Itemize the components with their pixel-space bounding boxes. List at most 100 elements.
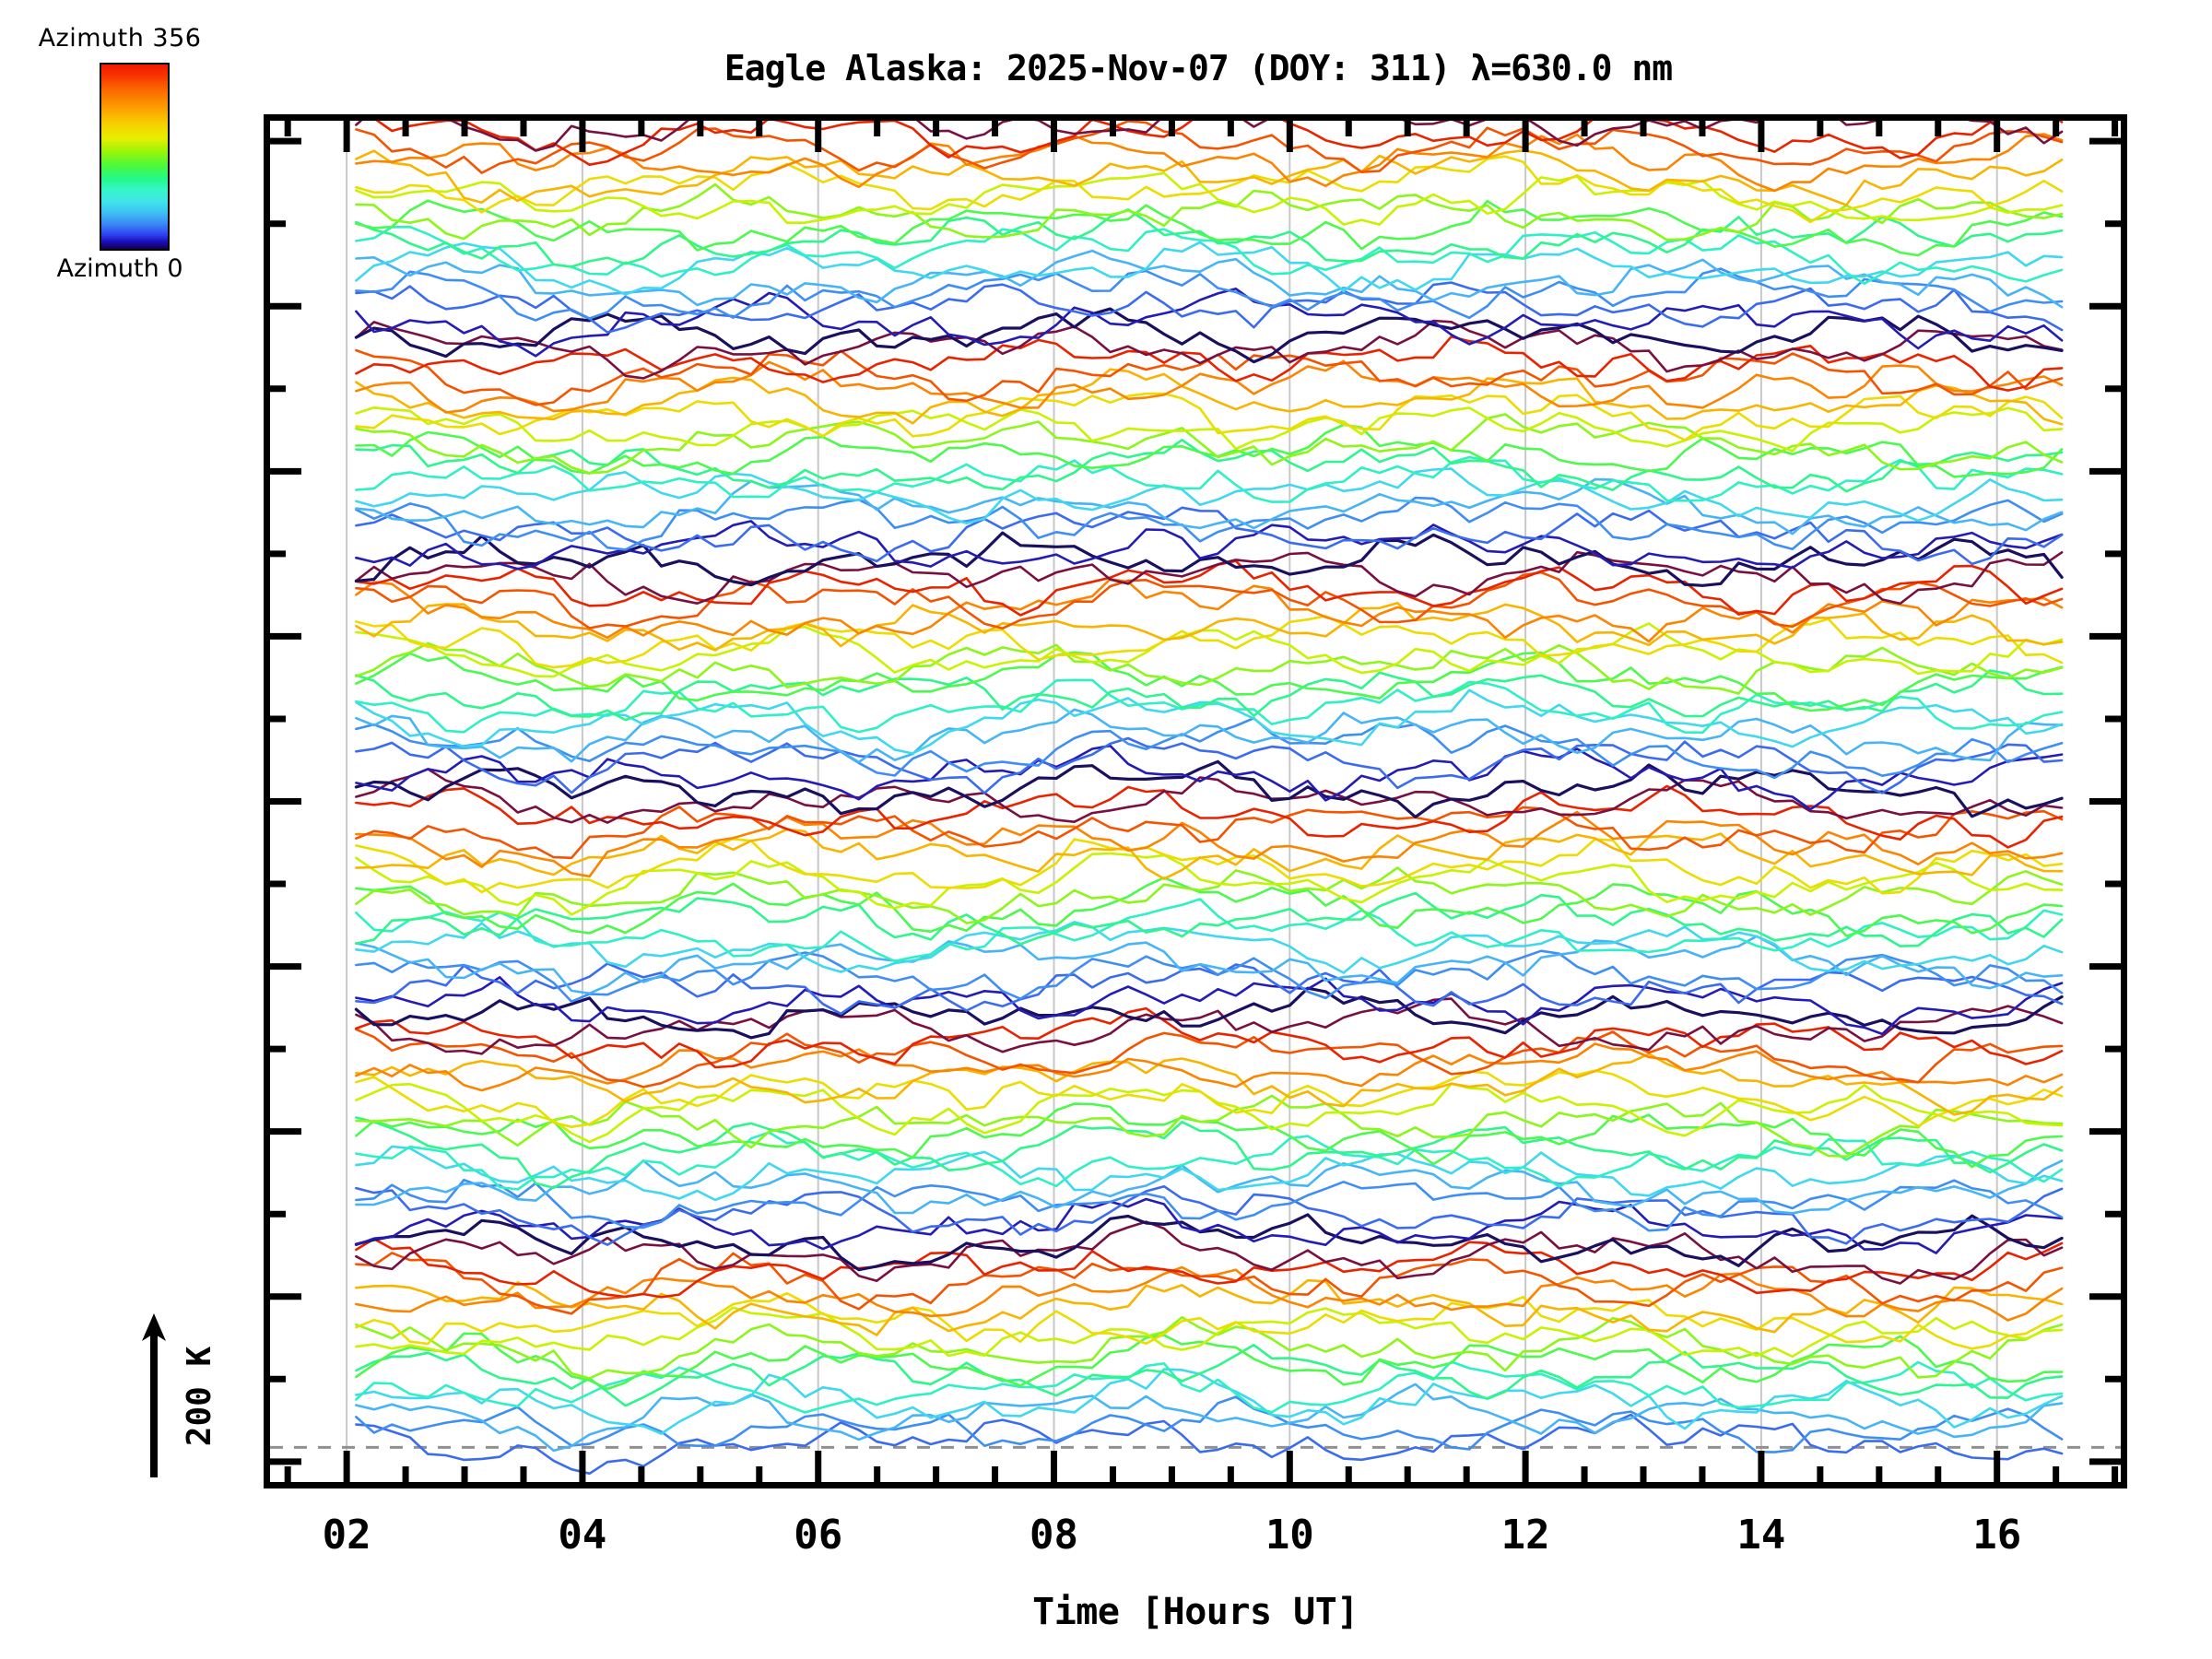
x-axis-label: Time [Hours UT]	[1032, 1591, 1359, 1633]
plot-area	[264, 114, 2127, 1488]
data-trace	[355, 520, 2064, 571]
data-trace	[355, 406, 2064, 453]
scale-bar-annotation: 200 K	[138, 1313, 249, 1479]
data-trace	[355, 1220, 2064, 1285]
x-tick-label: 08	[1030, 1512, 1078, 1559]
data-trace	[354, 307, 2064, 364]
data-traces	[354, 121, 2064, 1476]
data-trace	[355, 768, 2064, 824]
data-trace	[355, 477, 2064, 535]
data-trace	[355, 1315, 2064, 1380]
data-trace	[355, 1197, 2064, 1254]
data-trace	[355, 1291, 2064, 1350]
data-trace	[355, 155, 2064, 224]
data-trace	[355, 837, 2064, 895]
data-trace	[355, 1368, 2064, 1435]
grid-lines	[346, 121, 1998, 1482]
data-trace	[354, 986, 2064, 1040]
data-trace	[354, 759, 2064, 819]
data-trace	[355, 413, 2064, 475]
data-trace	[355, 496, 2064, 551]
data-trace	[355, 997, 2064, 1055]
data-trace	[355, 806, 2064, 860]
data-trace	[355, 121, 2064, 174]
data-trace	[355, 1252, 2064, 1315]
x-tick-label: 06	[794, 1512, 843, 1559]
data-trace	[355, 622, 2064, 678]
data-trace	[355, 571, 2064, 630]
data-trace	[355, 335, 2064, 392]
data-trace	[355, 1332, 2064, 1391]
x-tick-label: 12	[1500, 1512, 1550, 1559]
data-trace	[355, 921, 2064, 974]
data-trace	[355, 1360, 2064, 1414]
data-trace	[355, 615, 2064, 669]
data-trace	[355, 319, 2064, 380]
data-trace	[355, 1116, 2064, 1190]
data-trace	[355, 1306, 2064, 1359]
data-trace	[355, 121, 2064, 152]
data-trace	[355, 651, 2064, 712]
chart-title: Eagle Alaska: 2025-Nov-07 (DOY: 311) λ=6…	[724, 48, 1673, 88]
data-trace	[354, 1213, 2064, 1272]
data-trace	[355, 267, 2064, 322]
data-trace	[355, 975, 2064, 1036]
data-trace	[355, 506, 2064, 566]
data-trace	[355, 716, 2064, 780]
data-trace	[355, 601, 2064, 652]
x-tick-label: 10	[1265, 1512, 1314, 1559]
data-trace	[355, 1069, 2064, 1128]
y-axis-label: Whole Night High-Pass Filtered Temperatu…	[68, 424, 535, 1217]
data-trace	[355, 669, 2064, 722]
data-trace	[355, 392, 2064, 441]
data-trace	[355, 1344, 2064, 1407]
data-trace	[375, 121, 2064, 167]
x-tick-label: 04	[558, 1512, 607, 1559]
data-trace	[355, 368, 2064, 426]
data-trace	[355, 1094, 2064, 1158]
data-trace	[355, 891, 2064, 947]
data-trace	[355, 249, 2064, 309]
data-trace	[355, 241, 2064, 296]
data-trace	[355, 962, 2064, 1016]
data-trace	[355, 1178, 2064, 1232]
data-trace	[355, 810, 2064, 878]
data-trace	[355, 423, 2064, 478]
data-trace	[355, 1395, 2064, 1453]
data-trace	[355, 1237, 2064, 1299]
x-tick-label: 14	[1736, 1512, 1786, 1559]
colorbar-max-label: Azimuth 356	[38, 24, 202, 53]
data-trace	[355, 225, 2064, 285]
data-trace	[355, 898, 2064, 963]
data-trace	[355, 438, 2064, 493]
data-trace	[355, 1413, 2064, 1476]
data-trace	[355, 1028, 2064, 1088]
data-trace	[355, 688, 2064, 755]
x-tick-label: 16	[1972, 1512, 2022, 1559]
colorbar-gradient	[100, 63, 170, 251]
plot-canvas	[270, 121, 2121, 1482]
data-trace	[355, 1382, 2064, 1453]
data-trace	[355, 133, 2064, 193]
data-trace	[355, 784, 2064, 849]
data-trace	[355, 744, 2064, 811]
data-trace	[355, 1042, 2064, 1092]
colorbar-min-label: Azimuth 0	[56, 254, 183, 283]
data-trace	[355, 1006, 2064, 1069]
azimuth-colorbar-legend: Azimuth 356 Azimuth 0	[0, 0, 240, 304]
data-trace	[355, 1131, 2064, 1191]
data-trace	[355, 876, 2064, 937]
data-trace	[355, 281, 2064, 334]
data-trace	[355, 359, 2064, 414]
data-trace	[355, 828, 2064, 880]
data-trace	[355, 1278, 2064, 1336]
data-trace	[355, 1053, 2064, 1116]
scale-bar-arrow-icon	[142, 1313, 166, 1477]
data-trace	[355, 708, 2064, 764]
x-tick-label: 02	[322, 1512, 371, 1559]
data-trace	[355, 1145, 2064, 1202]
data-trace	[355, 199, 2064, 257]
data-trace	[355, 288, 2064, 358]
data-trace	[355, 866, 2064, 924]
